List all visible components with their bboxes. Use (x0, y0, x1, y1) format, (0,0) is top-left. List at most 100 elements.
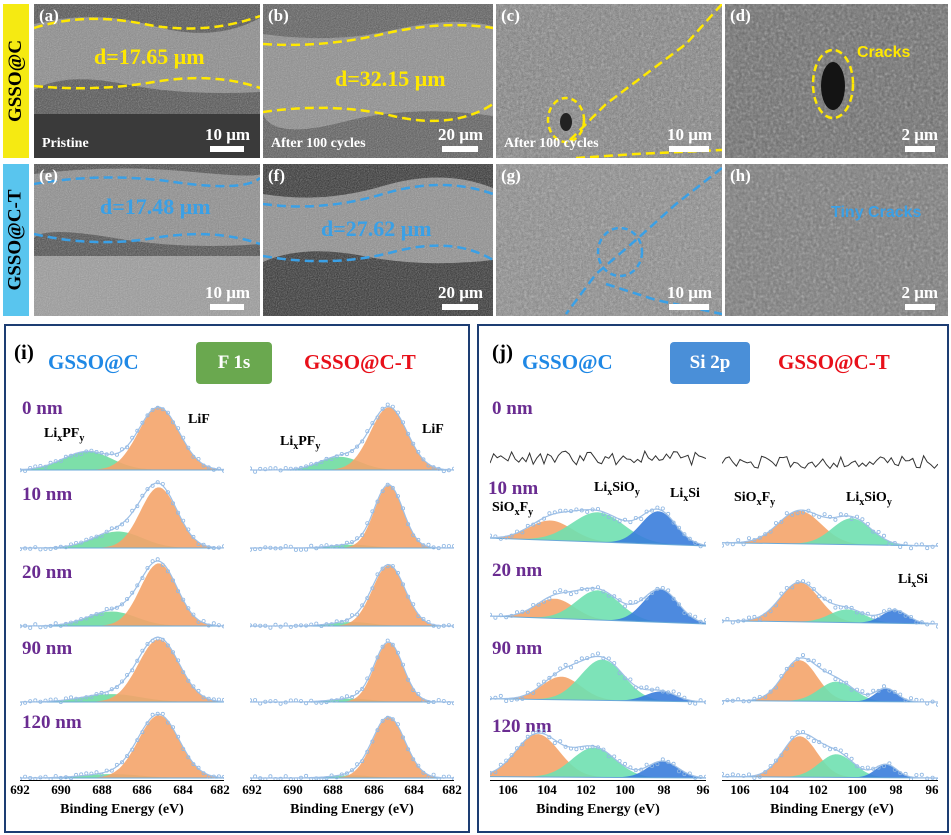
spectrum-datapoint-3-0 (722, 771, 724, 776)
panel-j-right-tick-2: 102 (808, 782, 828, 797)
spectrum-datapoint-1-4 (498, 613, 503, 618)
panel-j-right-plot (722, 454, 938, 781)
panel-i-right-plot (250, 402, 454, 781)
spectrum-peak-3-1 (20, 639, 224, 702)
panel-i-left-tick-5: 682 (210, 782, 230, 797)
spectrum-peak-2-1 (490, 659, 706, 702)
spectrum-datapoint-1-58 (165, 490, 170, 495)
panel-i-lif-label-left: LiF (188, 412, 210, 427)
spectrum-datapoint-3-12 (278, 701, 283, 706)
spectrum-datapoint-0-0 (250, 466, 252, 471)
spectrum-peak-4-1 (250, 717, 454, 778)
scale-bar-f: 20 μm (438, 284, 483, 310)
spectrum-envelope-3 (722, 732, 938, 779)
spectrum-datapoint-3-44 (606, 754, 611, 759)
sem-panel-b: (b) d=32.15 μm After 100 cycles 20 μm (263, 4, 493, 158)
panel-i-left-tick-3: 686 (132, 782, 152, 797)
panel-j-left-tick-1: 104 (537, 782, 557, 797)
spectrum-datapoint-2-18 (536, 682, 541, 687)
spectrum-datapoint-1-42 (833, 605, 838, 610)
sem-panel-f: (f) d=27.62 μm 20 μm (263, 164, 493, 316)
panel-j-depth-2: 20 nm (492, 560, 543, 581)
spectrum-datapoint-0-26 (790, 512, 795, 517)
sem-texture-c (496, 4, 722, 158)
row-label-gsso-c-t-text: GSSO@C-T (5, 189, 26, 291)
spectrum-peak-2-2 (490, 691, 706, 702)
spectrum-envelope-0 (250, 405, 454, 471)
spectrum-datapoint-1-56 (390, 485, 395, 490)
panel-j-siox-label-right: SiOxFy (734, 490, 776, 508)
spectrum-datapoint-0-10 (746, 536, 751, 541)
spectrum-datapoint-2-28 (795, 657, 800, 662)
spectrum-datapoint-0-0 (722, 543, 724, 548)
spectrum-datapoint-0-58 (876, 529, 881, 534)
spectrum-datapoint-1-54 (155, 480, 160, 485)
spectrum-baseline-0 (490, 537, 706, 547)
spectrum-datapoint-0-0 (20, 468, 22, 473)
spectrum-datapoint-2-2 (253, 623, 258, 628)
spectrum-datapoint-0-30 (801, 510, 806, 515)
spectrum-datapoint-1-76 (693, 614, 698, 619)
spectrum-envelope-2 (20, 560, 224, 627)
spectrum-peak-0-0 (722, 510, 938, 546)
panel-i-left-tick-0: 692 (10, 782, 30, 797)
spectrum-datapoint-4-40 (120, 760, 125, 765)
spectrum-datapoint-1-30 (94, 534, 99, 539)
spectrum-datapoint-1-30 (569, 592, 574, 597)
spectrum-datapoint-1-18 (293, 547, 298, 552)
spectrum-envelope-0 (490, 508, 706, 546)
spectrum-peak-3-1 (250, 642, 454, 702)
spectrum-datapoint-2-76 (211, 621, 216, 626)
spectrum-datapoint-3-10 (273, 699, 278, 704)
spectrum-datapoint-1-20 (299, 547, 304, 552)
spectrum-datapoint-4-66 (416, 763, 421, 768)
sem-panel-a: (a) d=17.65 μm Pristine 10 μm (34, 4, 260, 158)
spectrum-datapoint-2-24 (309, 622, 314, 627)
caption-c: After 100 cycles (504, 136, 599, 151)
spectrum-datapoint-1-34 (811, 586, 816, 591)
spectrum-datapoint-1-18 (63, 545, 68, 550)
panel-i-lipf-label-right: LixPFy (280, 434, 321, 452)
spectrum-datapoint-2-52 (380, 566, 385, 571)
spectrum-datapoint-0-44 (606, 515, 611, 520)
spectrum-datapoint-1-0 (490, 612, 492, 617)
panel-j-right-tick-5: 96 (925, 782, 939, 797)
spectrum-datapoint-3-0 (20, 701, 22, 706)
spectrum-datapoint-3-14 (757, 774, 762, 779)
spectrum-datapoint-2-58 (644, 685, 649, 690)
spectrum-datapoint-0-62 (406, 431, 411, 436)
spectrum-datapoint-0-64 (660, 506, 665, 511)
sem-texture-a (34, 4, 260, 158)
sem-texture-h (725, 164, 948, 316)
panel-j-left-tick-2: 102 (576, 782, 596, 797)
spectrum-envelope-2 (722, 657, 938, 703)
panel-i-depth-4: 120 nm (22, 712, 82, 733)
spectrum-envelope-1 (20, 482, 224, 549)
spectrum-peak-0-1 (490, 512, 706, 546)
panel-letter-g: (g) (501, 166, 521, 185)
spectrum-datapoint-3-76 (441, 699, 446, 704)
spectrum-datapoint-2-32 (329, 622, 334, 627)
panel-i-badge: F 1s (196, 342, 272, 384)
spectrum-datapoint-3-28 (795, 730, 800, 735)
spectrum-datapoint-0-74 (687, 536, 692, 541)
sem-panel-d: (d) Cracks 2 μm (725, 4, 948, 158)
spectrum-envelope-0 (20, 406, 224, 471)
spectrum-datapoint-0-46 (844, 513, 849, 518)
panel-i-left-xlabel: Binding Energy (eV) (60, 802, 184, 817)
spectrum-datapoint-0-8 (741, 542, 746, 547)
spectrum-datapoint-0-0 (490, 533, 492, 538)
spectrum-datapoint-0-66 (898, 544, 903, 549)
spectrum-datapoint-2-52 (860, 689, 865, 694)
spectrum-datapoint-1-4 (28, 546, 33, 551)
spectrum-datapoint-0-38 (822, 512, 827, 517)
spectrum-envelope-3 (20, 636, 224, 703)
spectrum-peak-1-0 (722, 582, 938, 624)
panel-i-left-tick-1: 690 (51, 782, 71, 797)
spectrum-peak-2-0 (490, 676, 706, 702)
spectrum-datapoint-3-40 (828, 747, 833, 752)
spectrum-datapoint-2-12 (520, 696, 525, 701)
panel-j-right-title: GSSO@C-T (778, 350, 890, 374)
spectrum-datapoint-4-54 (155, 711, 160, 716)
sem-panel-e: (e) d=17.48 μm 10 μm (34, 164, 260, 316)
